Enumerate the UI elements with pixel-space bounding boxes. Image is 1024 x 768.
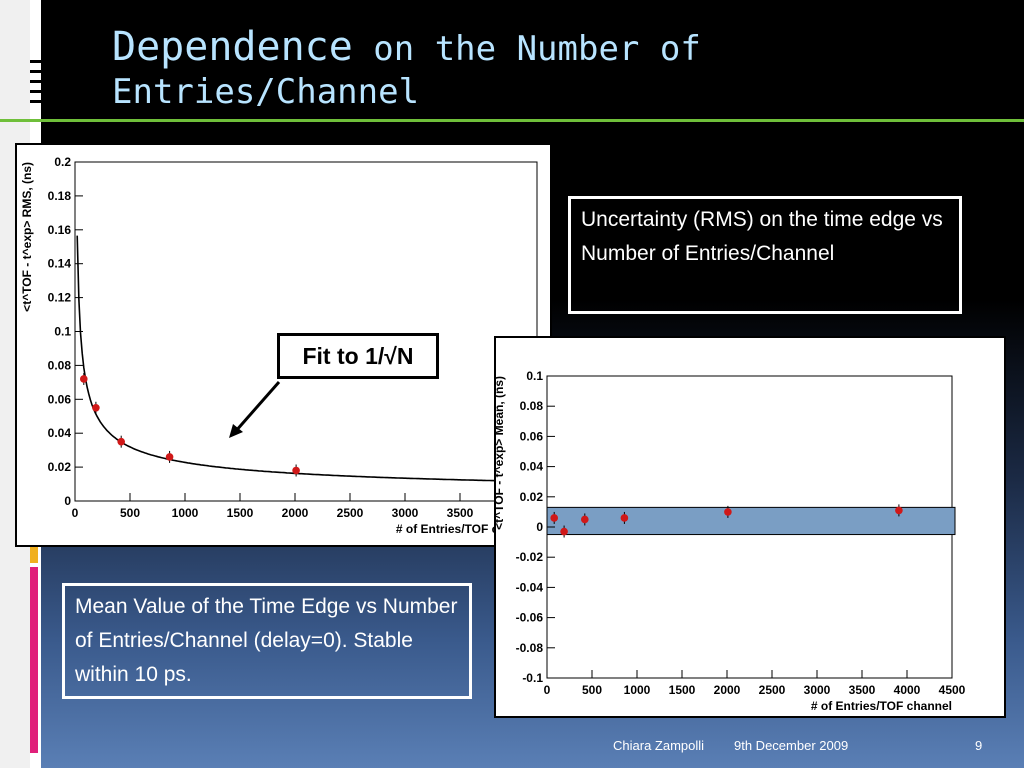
data-point	[117, 437, 125, 446]
x-tick-label: 0	[544, 683, 551, 697]
y-tick-label: 0.02	[48, 460, 72, 474]
y-tick-label: 0.1	[526, 369, 543, 383]
y-tick-label: -0.04	[516, 580, 544, 594]
data-point	[560, 527, 568, 536]
data-point	[165, 453, 174, 461]
y-tick-label: -0.06	[516, 611, 544, 625]
x-tick-label: 1000	[624, 683, 651, 697]
y-tick-label: -0.08	[516, 641, 544, 655]
title-part3: Entries/Channel	[112, 72, 420, 112]
x-tick-label: 0	[72, 506, 79, 520]
x-tick-label: 2500	[337, 506, 364, 520]
accent-bar-pink	[30, 567, 38, 753]
mean-caption: Mean Value of the Time Edge vs Number of…	[62, 583, 472, 699]
rms-chart: 0 0.02 0.04 0.06 0.08 0.1 0.12 0.14 0.16 0.18 0.2 0…	[20, 155, 538, 536]
y-tick-label: 0.2	[54, 155, 71, 169]
y-tick-label: 0.08	[520, 399, 544, 413]
x-axis-label: # of Entries/TOF channel	[811, 699, 952, 713]
rms-caption: Uncertainty (RMS) on the time edge vs Nu…	[568, 196, 962, 314]
slide-title: Dependence on the Number of Entries/Chan…	[112, 24, 701, 112]
x-tick-label: 3000	[804, 683, 831, 697]
x-tick-label: 1000	[172, 506, 199, 520]
y-tick-label: 0.02	[520, 490, 544, 504]
title-part1: Dependence	[112, 24, 353, 70]
mean-chart-panel: -0.1 -0.08 -0.06 -0.04 -0.02 0 0.02 0.04 0.06 0.0…	[492, 336, 1006, 718]
y-tick-label: 0.06	[520, 429, 544, 443]
title-part2: on the Number of	[352, 29, 701, 69]
x-tick-label: 500	[582, 683, 602, 697]
x-tick-label: 3500	[447, 506, 474, 520]
y-tick-label: 0.08	[48, 358, 72, 372]
data-point	[724, 508, 732, 516]
x-tick-label: 3000	[392, 506, 419, 520]
data-point	[620, 514, 629, 522]
y-axis-label: <t^TOF - t^exp> RMS, (ns)	[20, 162, 34, 312]
fit-annotation: Fit to 1/√N	[277, 333, 439, 379]
data-point	[550, 514, 558, 522]
x-tick-label: 4000	[894, 683, 921, 697]
data-point	[581, 515, 589, 524]
x-tick-label: 500	[120, 506, 140, 520]
y-tick-label: -0.02	[516, 550, 544, 564]
mean-chart: -0.1 -0.08 -0.06 -0.04 -0.02 0 0.02 0.04 0.06 0.0…	[492, 369, 966, 713]
y-tick-label: 0.04	[520, 460, 544, 474]
title-rule	[0, 119, 1024, 122]
y-tick-label: 0.04	[48, 426, 72, 440]
y-axis-label: <t^TOF - t^exp> Mean, (ns)	[496, 376, 506, 530]
decorative-lines	[30, 60, 41, 103]
data-point	[92, 403, 100, 412]
fit-curve	[76, 235, 536, 483]
footer-author: Chiara Zampolli	[613, 738, 705, 753]
y-tick-label: 0.18	[48, 189, 72, 203]
x-tick-label: 4500	[939, 683, 966, 697]
x-tick-label: 1500	[227, 506, 254, 520]
annotation-arrow	[229, 381, 281, 438]
data-point	[292, 466, 300, 475]
footer-page-number: 9	[975, 738, 983, 753]
y-tick-label: 0.12	[48, 291, 72, 305]
x-tick-label: 3500	[849, 683, 876, 697]
accent-bar-yellow	[30, 545, 38, 563]
x-tick-label: 2500	[759, 683, 786, 697]
y-tick-label: 0.1	[54, 325, 71, 339]
y-tick-label: 0.06	[48, 392, 72, 406]
stability-band	[546, 506, 956, 536]
data-point	[895, 506, 903, 515]
y-tick-label: 0.16	[48, 223, 72, 237]
x-tick-label: 2000	[282, 506, 309, 520]
x-tick-label: 2000	[714, 683, 741, 697]
x-tick-label: 1500	[669, 683, 696, 697]
y-tick-label: 0	[64, 494, 71, 508]
data-point	[80, 375, 88, 383]
y-tick-label: 0.14	[48, 257, 72, 271]
footer-date: 9th December 2009	[734, 738, 849, 753]
plot-frame	[74, 161, 538, 502]
y-tick-label: -0.1	[522, 671, 543, 685]
y-tick-label: 0	[536, 520, 543, 534]
